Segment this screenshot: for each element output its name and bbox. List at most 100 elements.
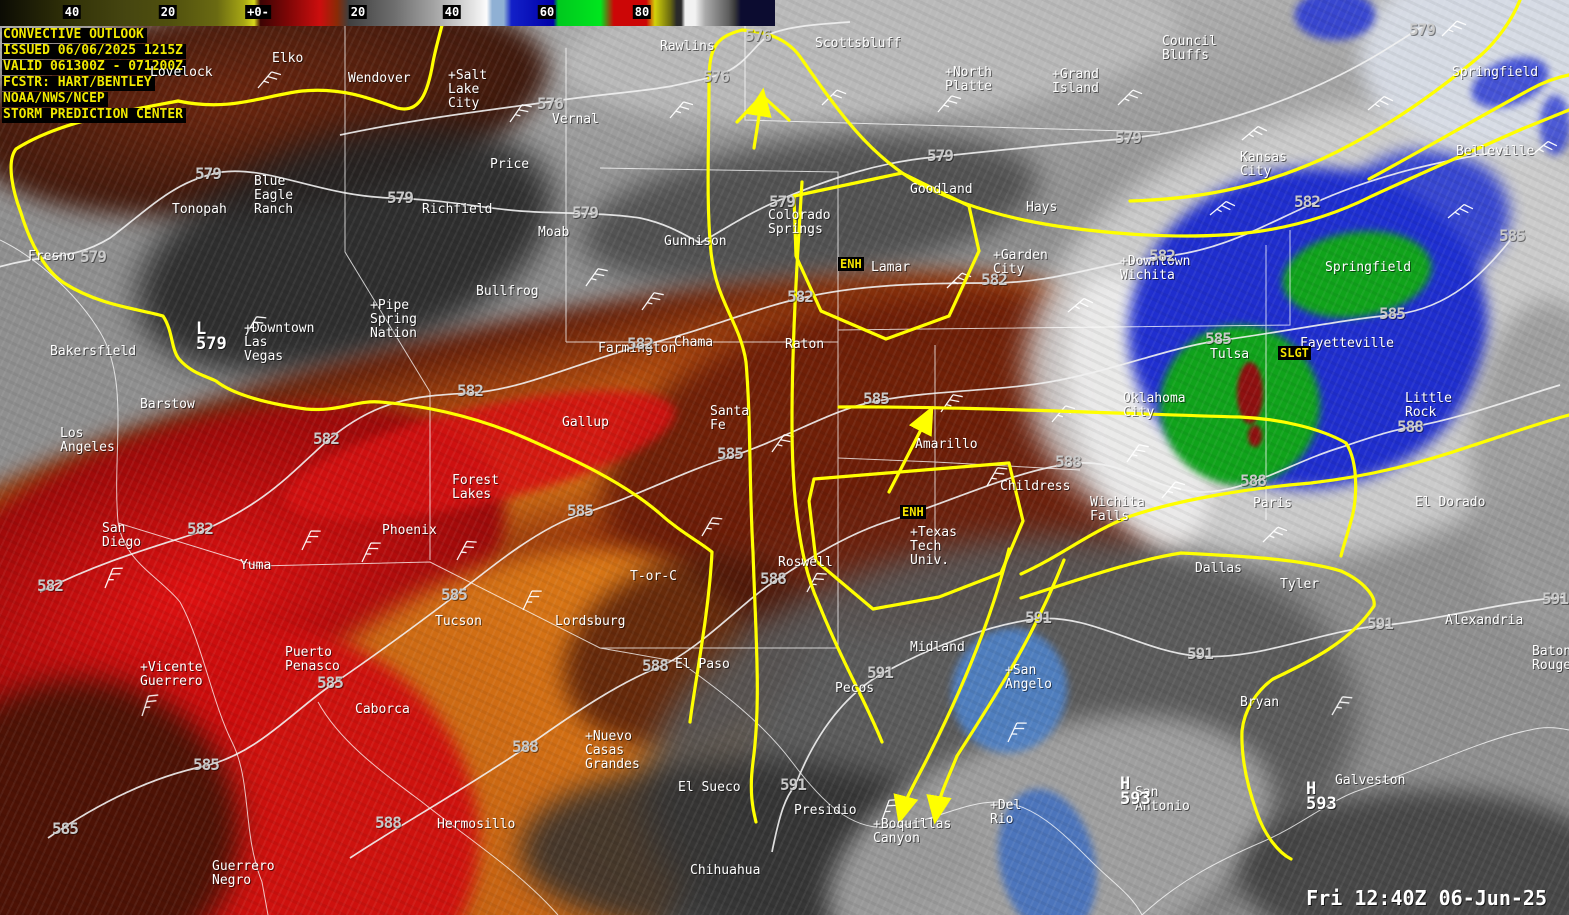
city-label: Price <box>490 157 530 172</box>
city-label: Rawlins <box>660 39 715 54</box>
city-label: Tulsa <box>1210 347 1250 362</box>
contour-label: 588 <box>1055 452 1082 471</box>
contour-label: 579 <box>769 192 796 211</box>
contour-label: 591 <box>780 775 807 794</box>
pressure-marker: L 579 <box>196 319 227 354</box>
city-label: Kansas City <box>1240 150 1287 179</box>
city-label: Gunnison <box>664 234 727 249</box>
pressure-marker: H 593 <box>1120 774 1151 809</box>
contour-label: 588 <box>642 656 669 675</box>
city-label: Tucson <box>435 614 482 629</box>
city-label: Chihuahua <box>690 863 761 878</box>
city-label: +Salt Lake City <box>448 68 488 111</box>
city-label: Elko <box>272 51 304 66</box>
city-label: Gallup <box>562 415 609 430</box>
city-label: Childress <box>1000 479 1071 494</box>
contour-label: 579 <box>80 247 107 266</box>
city-label: Presidio <box>794 803 857 818</box>
contour-label: 591 <box>1187 644 1214 663</box>
city-label: Yuma <box>240 558 272 573</box>
cold-bit <box>1540 95 1569 155</box>
contour-label: 582 <box>787 287 814 306</box>
city-label: +San Angelo <box>1005 663 1052 692</box>
city-label: +North Platte <box>945 65 992 94</box>
city-label: Galveston <box>1335 773 1406 788</box>
header-line: NOAA/NWS/NCEP <box>2 92 108 107</box>
contour-label: 585 <box>1205 329 1232 348</box>
city-label: Fresno <box>28 249 75 264</box>
contour-label: 582 <box>627 334 654 353</box>
header-line: FCSTR: HART/BENTLEY <box>2 76 155 91</box>
contour-label: 582 <box>37 576 64 595</box>
contour-label: 579 <box>1409 20 1436 39</box>
city-label: Wendover <box>348 71 411 86</box>
contour-label: 576 <box>703 67 730 86</box>
city-label: +Grand Island <box>1052 67 1099 96</box>
contour-label: 585 <box>567 501 594 520</box>
city-label: +Garden City <box>993 248 1048 277</box>
city-label: Springfield <box>1325 260 1412 275</box>
city-label: T-or-C <box>630 569 677 584</box>
city-label: +Vicente Guerrero <box>140 660 203 689</box>
city-label: +Pipe Spring Nation <box>370 298 417 341</box>
contour-label: 588 <box>1240 471 1267 490</box>
contour-label: 585 <box>317 673 344 692</box>
city-label: Lordsburg <box>555 614 626 629</box>
contour-label: 576 <box>537 94 564 113</box>
contour-label: 585 <box>717 444 744 463</box>
contour-label: 588 <box>1397 417 1424 436</box>
pressure-marker: H 593 <box>1306 779 1337 814</box>
city-label: Belleville <box>1456 144 1535 159</box>
outlook-risk-label: ENH <box>838 257 864 271</box>
city-label: Alexandria <box>1445 613 1524 628</box>
colorbar-tick-label: 80 <box>632 5 652 19</box>
contour-label: 585 <box>1499 226 1526 245</box>
contour-label: 585 <box>52 819 79 838</box>
contour-label: 588 <box>512 737 539 756</box>
outlook-risk-label: SLGT <box>1278 346 1311 360</box>
colorbar-tick-label: 40 <box>442 5 462 19</box>
product-header: CONVECTIVE OUTLOOK ISSUED 06/06/2025 121… <box>2 28 187 124</box>
contour-label: 576 <box>745 26 772 45</box>
contour-label: 585 <box>1379 304 1406 323</box>
city-label: Puerto Penasco <box>285 645 340 674</box>
city-label: Los Angeles <box>60 426 115 455</box>
city-label: Tonopah <box>172 202 227 217</box>
city-label: Forest Lakes <box>452 473 499 502</box>
city-label: Paris <box>1253 496 1293 511</box>
colorbar-tick-label: 60 <box>537 5 557 19</box>
wind-barb <box>585 268 608 287</box>
city-label: Scottsbluff <box>815 36 902 51</box>
city-label: Bryan <box>1240 695 1280 710</box>
city-label: Raton <box>785 337 825 352</box>
city-label: Barstow <box>140 397 195 412</box>
contour-label: 588 <box>375 813 402 832</box>
city-label: Tyler <box>1280 577 1320 592</box>
contour-label: 579 <box>1115 128 1142 147</box>
city-label: Guerrero Negro <box>212 859 275 888</box>
cold-cloud-core <box>1237 362 1263 424</box>
city-label: Richfield <box>422 202 493 217</box>
city-label: Fayetteville <box>1300 336 1394 351</box>
contour-label: 585 <box>441 585 468 604</box>
city-label: Blue Eagle Ranch <box>254 174 294 217</box>
city-label: Amarillo <box>915 437 978 452</box>
city-label: El Dorado <box>1415 495 1486 510</box>
city-label: +Downtown Wichita <box>1120 254 1191 283</box>
city-label: Chama <box>674 335 714 350</box>
city-label: +Del Rio <box>990 798 1022 827</box>
city-label: Lamar <box>871 260 911 275</box>
city-label: Dallas <box>1195 561 1242 576</box>
city-label: Moab <box>538 225 570 240</box>
contour-label: 591 <box>1542 589 1569 608</box>
city-label: Oklahoma City <box>1123 391 1186 420</box>
colorbar-tick-label: 20 <box>348 5 368 19</box>
city-label: Pecos <box>835 681 875 696</box>
city-label: Goodland <box>910 182 973 197</box>
city-label: Roswell <box>778 555 833 570</box>
colorbar-tick-label: +0- <box>245 5 271 19</box>
city-label: Phoenix <box>382 523 437 538</box>
timestamp: Fri 12:40Z 06-Jun-25 <box>1306 886 1547 910</box>
city-label: Vernal <box>552 112 599 127</box>
